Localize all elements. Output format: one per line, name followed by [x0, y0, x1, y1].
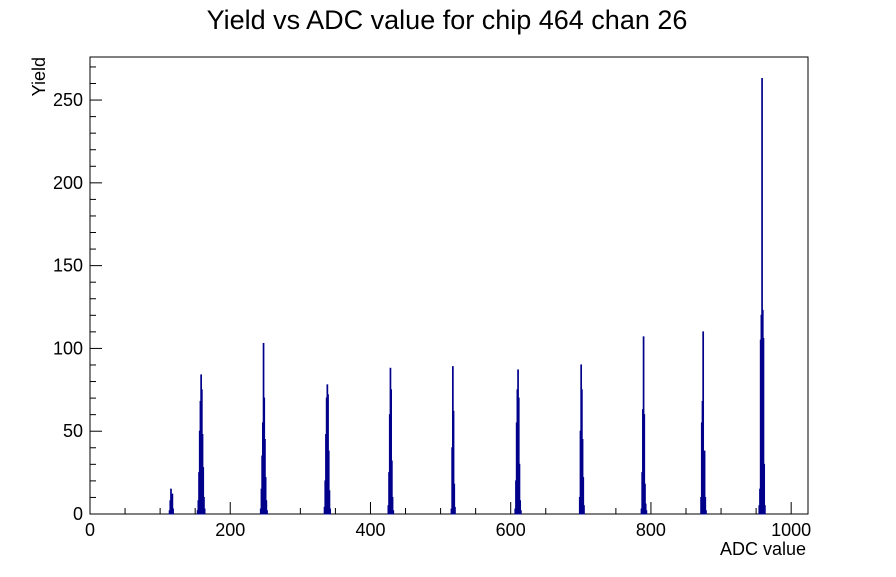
histogram-bar	[520, 510, 522, 515]
histogram-bars	[168, 78, 766, 515]
histogram-bar	[764, 505, 766, 515]
y-tick-label: 50	[63, 421, 83, 441]
x-tick-label: 200	[215, 520, 245, 540]
x-tick-label: 1000	[771, 520, 811, 540]
y-axis-label: Yield	[29, 57, 49, 96]
y-tick-label: 0	[73, 504, 83, 524]
histogram-bar	[172, 508, 174, 515]
x-axis-ticks: 0 200 400 600 800 1000	[85, 502, 811, 540]
y-axis-ticks: 0 50 100 150 200 250	[53, 66, 102, 524]
chart-title: Yield vs ADC value for chip 464 chan 26	[207, 5, 688, 35]
x-tick-label: 0	[85, 520, 95, 540]
histogram-bar	[392, 510, 395, 515]
histogram-bar	[203, 508, 206, 515]
y-tick-label: 150	[53, 256, 83, 276]
plot-frame	[89, 56, 809, 515]
x-tick-label: 400	[355, 520, 385, 540]
y-tick-label: 100	[53, 338, 83, 358]
x-tick-label: 800	[636, 520, 666, 540]
histogram-bar	[705, 510, 707, 515]
histogram-bar	[454, 506, 456, 515]
y-tick-label: 250	[53, 90, 83, 110]
histogram-bar	[266, 510, 268, 515]
histogram-bar	[583, 505, 585, 515]
x-tick-label: 600	[496, 520, 526, 540]
x-axis-label: ADC value	[720, 539, 806, 559]
histogram-bar	[329, 508, 332, 515]
y-tick-label: 200	[53, 173, 83, 193]
histogram-bar	[645, 510, 648, 515]
